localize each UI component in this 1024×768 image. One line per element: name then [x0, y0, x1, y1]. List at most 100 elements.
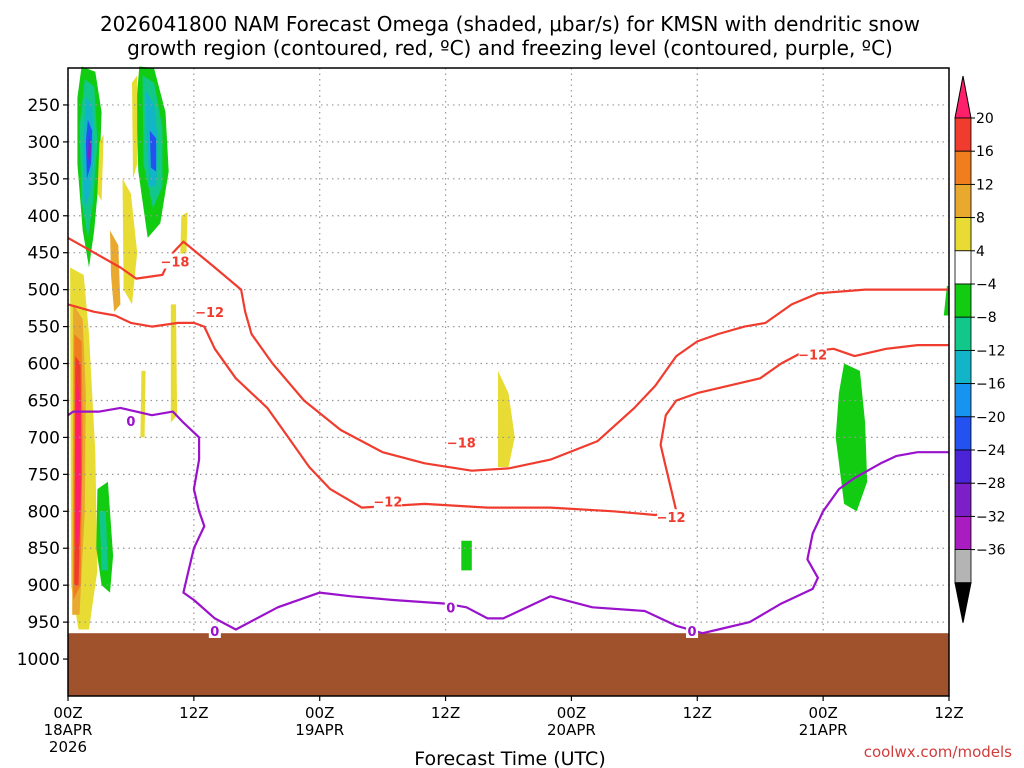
colorbar-segment-12: [954, 482, 972, 517]
y-tick-label-0: 250: [28, 96, 60, 116]
colorbar-label-13: −36: [976, 543, 1006, 559]
omega-area-9: [97, 134, 104, 201]
omega-area-10: [132, 75, 138, 179]
contour-label-bg-3: [373, 493, 402, 509]
y-tick-label-8: 650: [28, 391, 60, 411]
y-axis-pressure: 250 300 350 400 450 500 550 600 650 700 750 800 850 9…: [17, 96, 68, 670]
colorbar-label-7: −12: [976, 343, 1006, 359]
colorbar-segment-8: [954, 349, 972, 384]
colorbar-bottom-arrow: [954, 582, 972, 623]
isotherm-minus18-line: [67, 236, 949, 472]
contour-label-4: −12: [657, 511, 686, 526]
chart-title-line1: 2026041800 NAM Forecast Omega (shaded, μ…: [100, 12, 920, 36]
contour-label-1: −12: [195, 306, 224, 321]
colorbar-segment-9: [954, 383, 972, 418]
colorbar-label-3: 8: [976, 211, 985, 227]
y-tick-label-12: 850: [28, 539, 60, 559]
y-tick-label-2: 350: [28, 170, 60, 190]
omega-area-23: [498, 370, 515, 467]
colorbar-segment-6: [954, 283, 972, 318]
x-tick-label-2-0: 00Z: [305, 704, 334, 722]
x-tick-label-1-0: 12Z: [179, 704, 208, 722]
omega-area-17: [110, 230, 121, 312]
omega-area-24: [461, 540, 472, 571]
contour-label-2: −18: [447, 437, 476, 452]
omega-area-26: [943, 286, 949, 316]
x-tick-label-5-0: 12Z: [683, 704, 712, 722]
colorbar-segment-11: [954, 449, 972, 484]
chart-title-line2: growth region (contoured, red, ºC) and f…: [127, 36, 893, 60]
surface-terrain: [68, 633, 949, 696]
x-tick-label-6-1: 21APR: [799, 721, 848, 739]
y-tick-label-3: 400: [28, 207, 60, 227]
contour-label-bg-0: [160, 253, 189, 269]
credit-text: coolwx.com/models: [864, 743, 1012, 761]
x-tick-label-4-0: 00Z: [557, 704, 586, 722]
colorbar-segment-4: [954, 217, 972, 252]
x-tick-label-7-0: 12Z: [934, 704, 963, 722]
x-tick-label-0-2: 2026: [49, 738, 87, 756]
omega-area-22: [140, 370, 146, 438]
contour-label-0: −18: [160, 256, 189, 271]
x-tick-label-0-1: 18APR: [44, 721, 93, 739]
contour-labels: −18 −12 −18 −12 −12 −12 0 0 0 0: [124, 253, 827, 640]
colorbar-segment-13: [954, 516, 972, 551]
colorbar-label-10: −24: [976, 443, 1006, 459]
y-tick-label-11: 800: [28, 502, 60, 522]
colorbar-top-arrow: [954, 75, 972, 119]
y-tick-label-6: 550: [28, 318, 60, 338]
plot-frame: [67, 67, 950, 697]
y-tick-label-1: 300: [28, 133, 60, 153]
contour-label-7: 0: [210, 625, 219, 640]
contour-label-3: −12: [373, 496, 402, 511]
y-tick-label-5: 500: [28, 281, 60, 301]
omega-area-20: [180, 212, 188, 261]
y-tick-label-15: 1000: [17, 650, 60, 670]
terrain-fill: [68, 633, 949, 696]
x-axis-label: Forecast Time (UTC): [414, 748, 605, 768]
contour-label-bg-6: [124, 413, 137, 429]
colorbar-label-8: −16: [976, 377, 1006, 393]
y-tick-label-4: 450: [28, 244, 60, 264]
x-tick-label-4-1: 20APR: [547, 721, 596, 739]
isotherm-minus12-line: [67, 303, 949, 517]
y-tick-label-14: 950: [28, 613, 60, 633]
x-tick-label-6-0: 00Z: [808, 704, 837, 722]
colorbar-legend: 20 16 12 8 4 −4 −8 −12 −16 −20 −24 −28 −32 −36: [954, 75, 1006, 623]
colorbar-segment-3: [954, 183, 972, 218]
omega-area-11: [122, 178, 138, 305]
colorbar-label-1: 16: [976, 144, 994, 160]
colorbar-label-0: 20: [976, 111, 994, 127]
colorbar-segment-2: [954, 150, 972, 185]
colorbar-label-2: 12: [976, 177, 994, 193]
contour-label-bg-7: [208, 622, 221, 638]
x-tick-label-3-0: 12Z: [431, 704, 460, 722]
y-tick-label-7: 600: [28, 355, 60, 375]
y-tick-label-9: 700: [28, 428, 60, 448]
contour-label-bg-8: [444, 599, 457, 615]
contour-label-bg-4: [657, 509, 686, 525]
contour-label-bg-9: [686, 622, 699, 638]
x-tick-label-0-0: 00Z: [53, 704, 82, 722]
colorbar-label-5: −4: [976, 277, 997, 293]
omega-area-19: [99, 511, 108, 571]
colorbar-segment-14: [954, 549, 972, 584]
contour-label-5: −12: [798, 349, 827, 364]
y-tick-label-13: 900: [28, 576, 60, 596]
colorbar-segment-10: [954, 416, 972, 451]
contour-label-6: 0: [126, 415, 135, 430]
colorbar-label-4: 4: [976, 244, 985, 260]
omega-area-8: [149, 130, 157, 172]
y-tick-label-10: 750: [28, 465, 60, 485]
colorbar-label-6: −8: [976, 310, 997, 326]
contour-label-bg-5: [798, 346, 827, 362]
contour-label-bg-1: [195, 303, 224, 319]
contour-label-bg-2: [447, 434, 476, 450]
colorbar-segment-5: [954, 250, 972, 285]
x-tick-label-2-1: 19APR: [295, 721, 344, 739]
colorbar-segment-1: [954, 117, 972, 152]
colorbar-label-9: −20: [976, 410, 1006, 426]
colorbar-label-11: −28: [976, 476, 1006, 492]
